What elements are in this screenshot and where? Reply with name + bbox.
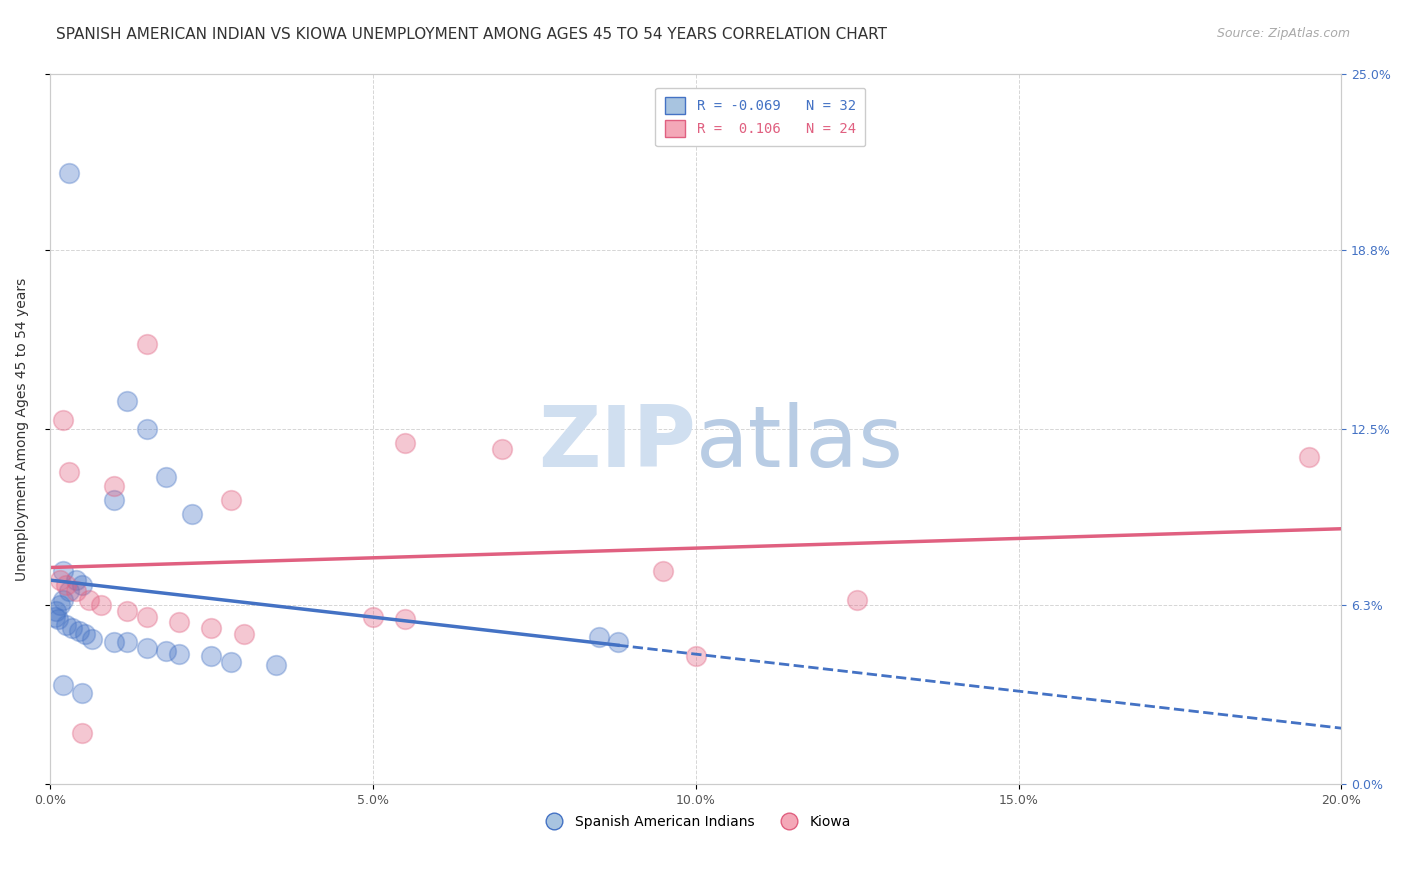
Point — [55, 618, 77, 632]
Legend: Spanish American Indians, Kiowa: Spanish American Indians, Kiowa — [534, 809, 856, 834]
Point — [180, 508, 202, 522]
Point — [48, 599, 70, 613]
Point — [117, 635, 139, 649]
Y-axis label: Unemployment Among Ages 45 to 54 years: Unemployment Among Ages 45 to 54 years — [15, 277, 30, 581]
Point — [135, 640, 157, 655]
Point — [1298, 450, 1320, 465]
Point — [232, 626, 254, 640]
Point — [65, 573, 87, 587]
Point — [167, 615, 190, 630]
Point — [65, 584, 87, 599]
Point — [75, 626, 97, 640]
Point — [52, 678, 75, 692]
Point — [58, 584, 80, 599]
Point — [394, 612, 416, 626]
Point — [103, 479, 125, 493]
Text: ZIP: ZIP — [538, 401, 696, 484]
Point — [48, 573, 70, 587]
Point — [44, 609, 66, 624]
Point — [103, 635, 125, 649]
Point — [200, 649, 222, 664]
Point — [46, 612, 69, 626]
Point — [67, 624, 90, 638]
Point — [80, 632, 103, 647]
Text: SPANISH AMERICAN INDIAN VS KIOWA UNEMPLOYMENT AMONG AGES 45 TO 54 YEARS CORRELAT: SPANISH AMERICAN INDIAN VS KIOWA UNEMPLO… — [56, 27, 887, 42]
Point — [135, 609, 157, 624]
Point — [394, 436, 416, 450]
Point — [117, 604, 139, 618]
Text: atlas: atlas — [696, 401, 904, 484]
Point — [685, 649, 707, 664]
Point — [219, 493, 242, 508]
Point — [52, 413, 75, 427]
Point — [55, 578, 77, 592]
Point — [58, 465, 80, 479]
Point — [90, 599, 112, 613]
Point — [264, 657, 287, 672]
Point — [588, 630, 610, 644]
Point — [155, 470, 177, 484]
Point — [62, 621, 84, 635]
Point — [52, 592, 75, 607]
Point — [155, 644, 177, 658]
Point — [135, 336, 157, 351]
Point — [200, 621, 222, 635]
Point — [135, 422, 157, 436]
Point — [103, 493, 125, 508]
Point — [491, 442, 513, 456]
Point — [58, 166, 80, 180]
Point — [846, 592, 869, 607]
Point — [117, 393, 139, 408]
Point — [361, 609, 384, 624]
Point — [652, 564, 675, 578]
Point — [607, 635, 630, 649]
Point — [45, 604, 67, 618]
Point — [77, 592, 100, 607]
Point — [219, 655, 242, 669]
Point — [70, 578, 93, 592]
Point — [167, 647, 190, 661]
Point — [70, 686, 93, 700]
Point — [52, 564, 75, 578]
Point — [70, 726, 93, 740]
Text: Source: ZipAtlas.com: Source: ZipAtlas.com — [1216, 27, 1350, 40]
